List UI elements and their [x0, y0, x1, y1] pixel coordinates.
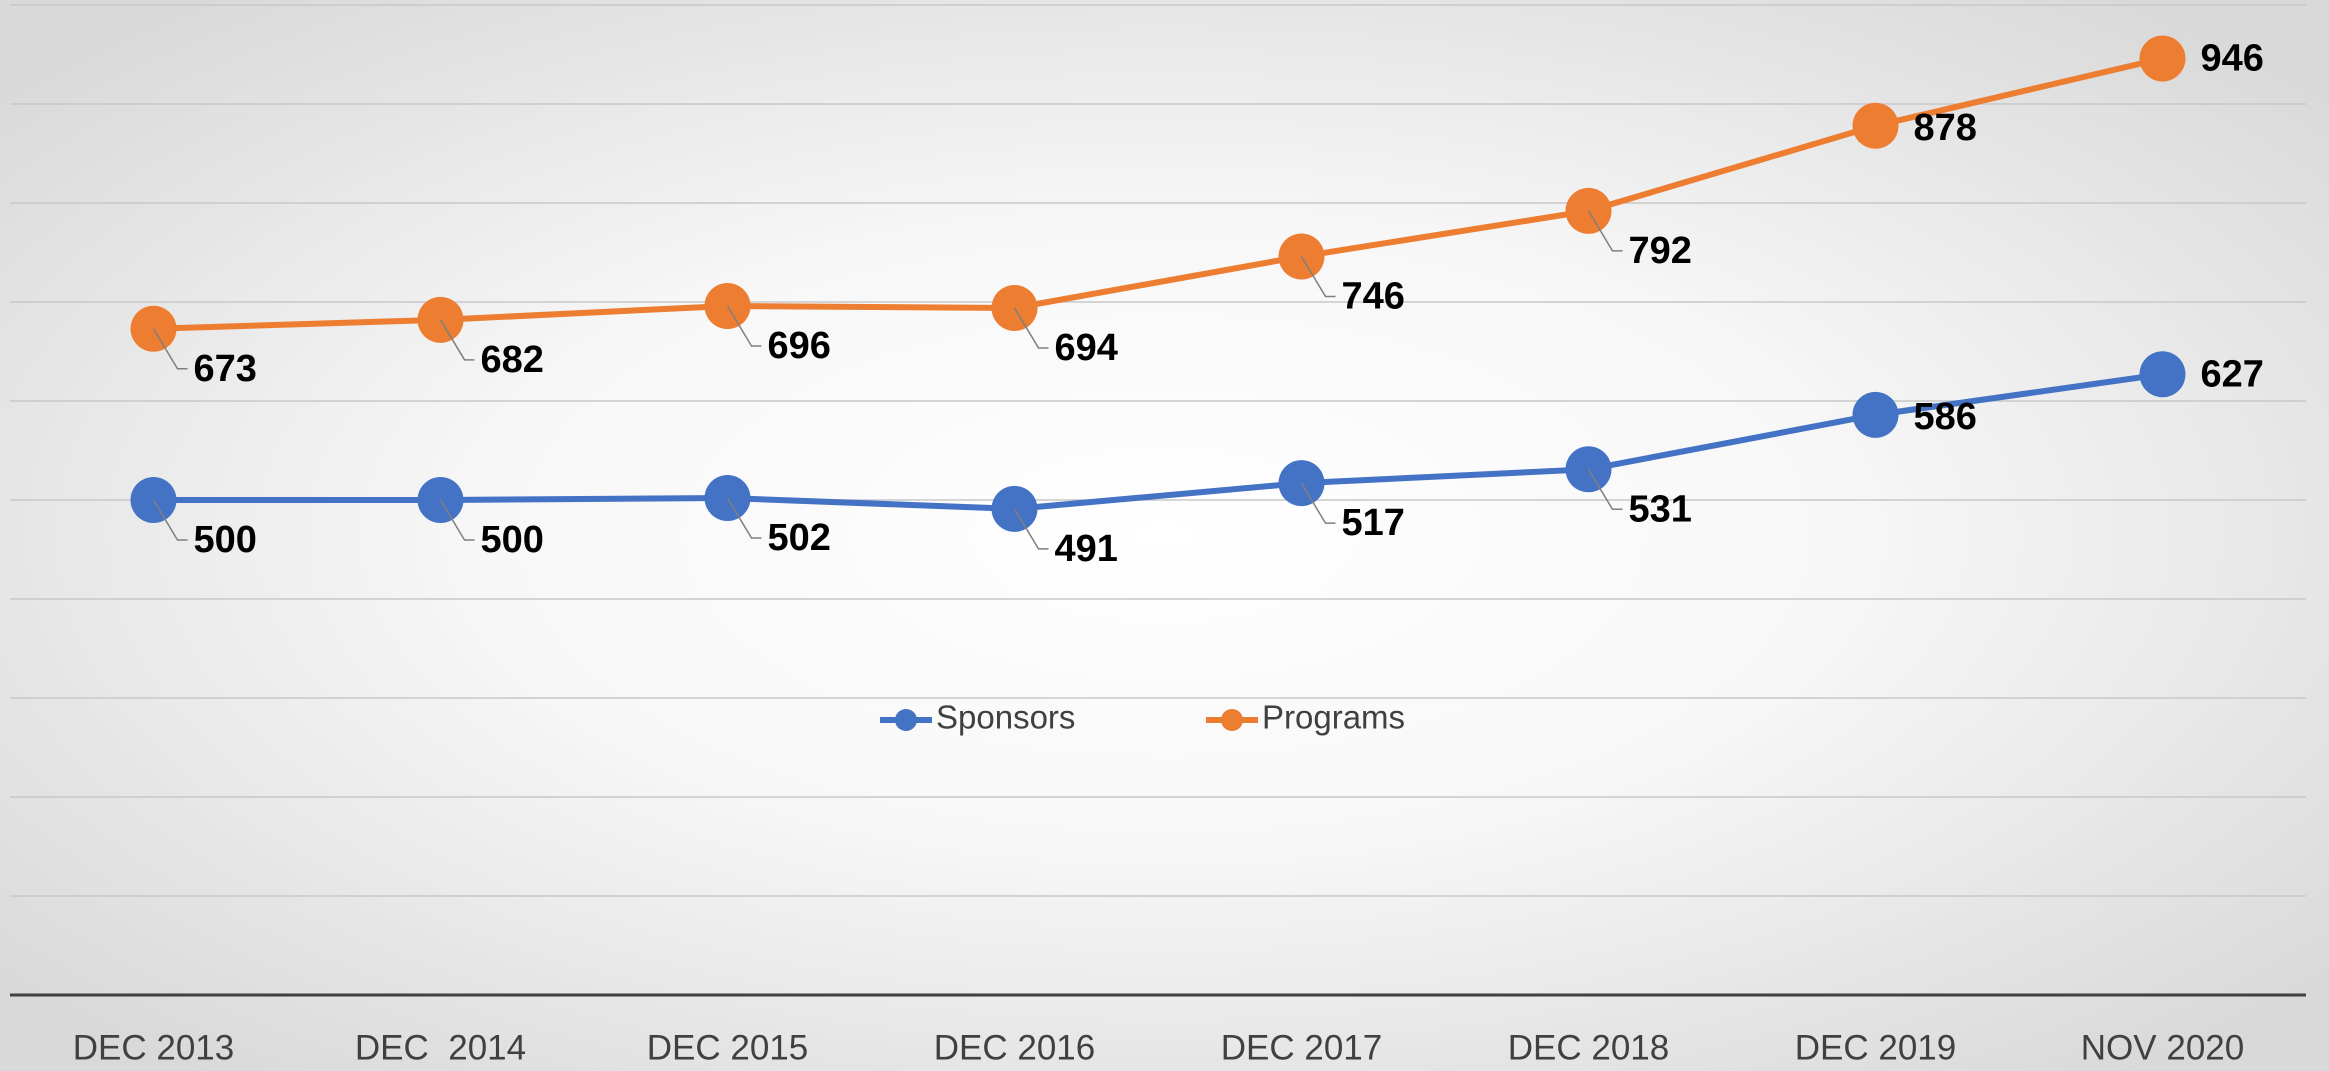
data-label: 500: [481, 519, 544, 561]
point-marker: [1852, 391, 1899, 438]
leader-line: [1300, 256, 1336, 298]
leader-line: [1013, 508, 1049, 550]
leader-line: [152, 499, 188, 541]
leader-line: [1587, 468, 1623, 511]
x-tick-label: DEC 2017: [1221, 1028, 1382, 1067]
data-label: 878: [1914, 107, 1977, 149]
leader-line: [439, 499, 475, 541]
legend-label: Sponsors: [936, 699, 1075, 736]
data-label: 491: [1055, 528, 1118, 570]
leader-line: [726, 497, 762, 539]
point-marker: [1852, 102, 1899, 149]
data-label: 586: [1914, 396, 1977, 438]
data-label: 531: [1629, 488, 1692, 530]
x-tick-label: DEC 2014: [355, 1028, 526, 1067]
x-tick-label: DEC 2015: [647, 1028, 808, 1067]
series-line: [153, 371, 2163, 512]
x-tick-label: DEC 2018: [1508, 1028, 1669, 1067]
data-label: 696: [768, 325, 831, 367]
leader-line: [726, 305, 762, 347]
leader-line: [439, 319, 475, 361]
legend-marker: [895, 709, 917, 731]
data-label: 946: [2201, 37, 2264, 79]
x-tick-label: NOV 2020: [2081, 1028, 2244, 1067]
x-tick-label: DEC 2019: [1795, 1028, 1956, 1067]
leader-line: [1300, 482, 1336, 524]
data-label: 627: [2201, 353, 2264, 395]
data-label: 694: [1055, 327, 1118, 369]
data-label: 682: [481, 339, 544, 381]
leader-line: [152, 328, 188, 370]
legend-marker: [1221, 709, 1243, 731]
data-label: 792: [1629, 230, 1692, 272]
legend-label: Programs: [1262, 699, 1405, 736]
data-label: 502: [768, 517, 831, 559]
data-label: 500: [194, 519, 257, 561]
data-label: 746: [1342, 275, 1405, 317]
x-tick-label: DEC 2016: [934, 1028, 1095, 1067]
data-label: 673: [194, 348, 257, 390]
point-marker: [2139, 351, 2186, 398]
series-line: [153, 55, 2164, 332]
leader-line: [1013, 307, 1049, 349]
leader-line: [1587, 210, 1623, 252]
point-marker: [2139, 35, 2186, 82]
data-label: 517: [1342, 502, 1405, 544]
x-tick-label: DEC 2013: [73, 1028, 234, 1067]
